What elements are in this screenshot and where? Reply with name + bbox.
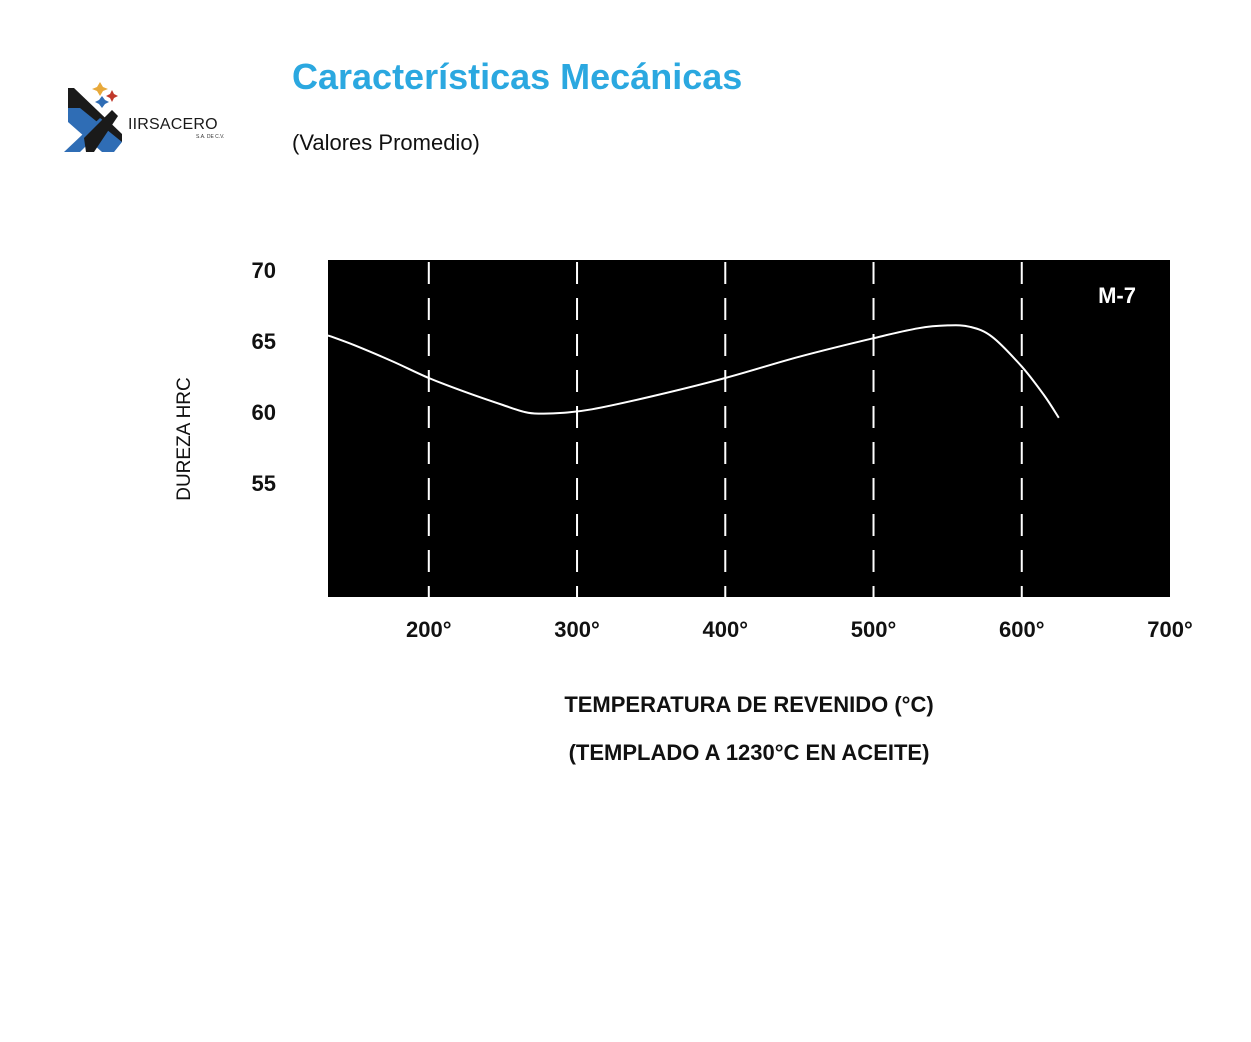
y-tick-label-70: 70 — [252, 258, 276, 283]
logo-mark-dark-chevron — [84, 110, 118, 152]
brand-suffix: S.A. DE C.V. — [196, 134, 225, 140]
x-tick-label-600: 600° — [999, 617, 1045, 642]
y-tick-label-55: 55 — [252, 471, 276, 496]
x-tick-label-400: 400° — [703, 617, 749, 642]
x-axis-note: (TEMPLADO A 1230°C EN ACEITE) — [568, 740, 930, 765]
y-tick-label-60: 60 — [252, 400, 276, 425]
y-axis-label: DUREZA HRC — [174, 377, 195, 501]
page-title: Características Mecánicas — [292, 56, 743, 97]
page-subtitle: (Valores Promedio) — [292, 130, 480, 155]
grid-lines — [427, 260, 1023, 597]
x-axis-label: TEMPERATURA DE REVENIDO (°C) — [564, 692, 934, 717]
logo-star-blue — [95, 96, 109, 108]
plot-area — [328, 260, 1170, 597]
x-tick-labels: 200° 300° 400° 500° 600° 700° — [406, 617, 1193, 642]
series-line-m7 — [327, 324, 1060, 419]
brand-name: IIRSACERO — [128, 116, 218, 133]
x-tick-label-700: 700° — [1147, 617, 1193, 642]
series-label-m7: M-7 — [1098, 283, 1136, 308]
x-tick-label-500: 500° — [851, 617, 897, 642]
x-tick-label-300: 300° — [554, 617, 600, 642]
logo-star-red — [106, 90, 118, 102]
y-tick-label-65: 65 — [252, 329, 276, 354]
y-tick-labels: 70 65 60 55 — [252, 258, 276, 496]
logo-star-gold — [92, 82, 108, 96]
company-logo — [64, 82, 122, 152]
x-tick-label-200: 200° — [406, 617, 452, 642]
